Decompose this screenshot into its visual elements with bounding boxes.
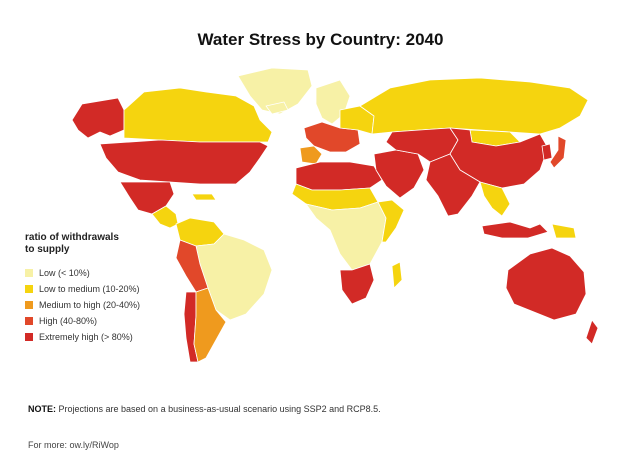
- legend-title-line2: to supply: [25, 244, 70, 255]
- more-link-text: For more: ow.ly/RiWop: [28, 440, 119, 450]
- region-north-africa: [295, 161, 383, 191]
- legend-label-extremely-high: Extremely high (> 80%): [39, 332, 133, 342]
- region-canada: [123, 87, 273, 143]
- map-title: Water Stress by Country: 2040: [197, 30, 444, 49]
- legend-swatch-high: [25, 317, 33, 325]
- region-cuba: [191, 193, 217, 201]
- legend-item-low: Low (< 10%): [25, 265, 195, 281]
- region-iberia: [299, 145, 323, 165]
- note: NOTE: Projections are based on a busines…: [28, 404, 381, 414]
- legend-swatch-extremely-high: [25, 333, 33, 341]
- legend-swatch-low: [25, 269, 33, 277]
- legend-swatch-low-to-medium: [25, 285, 33, 293]
- world-map: [71, 67, 599, 363]
- legend-item-extremely-high: Extremely high (> 80%): [25, 329, 195, 345]
- region-southern-africa: [339, 263, 375, 305]
- region-central-africa: [305, 201, 387, 271]
- region-iceland: [265, 101, 289, 115]
- region-madagascar: [391, 261, 403, 289]
- region-russia: [359, 77, 589, 135]
- legend-items: Low (< 10%) Low to medium (10-20%) Mediu…: [25, 265, 195, 345]
- legend-label-low-to-medium: Low to medium (10-20%): [39, 284, 140, 294]
- region-australia: [505, 247, 587, 321]
- legend-label-high: High (40-80%): [39, 316, 98, 326]
- legend-title: ratio of withdrawals to supply: [25, 232, 135, 256]
- legend-item-high: High (40-80%): [25, 313, 195, 329]
- note-label: NOTE:: [28, 404, 56, 414]
- region-western-europe: [303, 121, 361, 153]
- legend-label-low: Low (< 10%): [39, 268, 90, 278]
- region-india: [425, 153, 481, 217]
- legend-title-line1: ratio of withdrawals: [25, 232, 119, 243]
- legend-item-medium-to-high: Medium to high (20-40%): [25, 297, 195, 313]
- region-korea: [541, 143, 553, 161]
- region-greenland: [237, 67, 313, 115]
- region-middle-east: [373, 149, 425, 199]
- region-usa: [99, 139, 269, 185]
- region-new-zealand: [585, 319, 599, 345]
- legend-label-medium-to-high: Medium to high (20-40%): [39, 300, 141, 310]
- region-southeast-asia: [479, 181, 511, 217]
- region-alaska: [71, 97, 125, 139]
- region-argentina: [193, 287, 227, 363]
- region-east-africa: [377, 199, 405, 243]
- region-papua: [551, 223, 577, 239]
- note-text: Projections are based on a business-as-u…: [56, 404, 381, 414]
- region-indonesia: [481, 221, 549, 239]
- legend-item-low-to-medium: Low to medium (10-20%): [25, 281, 195, 297]
- legend: ratio of withdrawals to supply Low (< 10…: [25, 232, 195, 345]
- region-japan: [549, 135, 567, 169]
- legend-swatch-medium-to-high: [25, 301, 33, 309]
